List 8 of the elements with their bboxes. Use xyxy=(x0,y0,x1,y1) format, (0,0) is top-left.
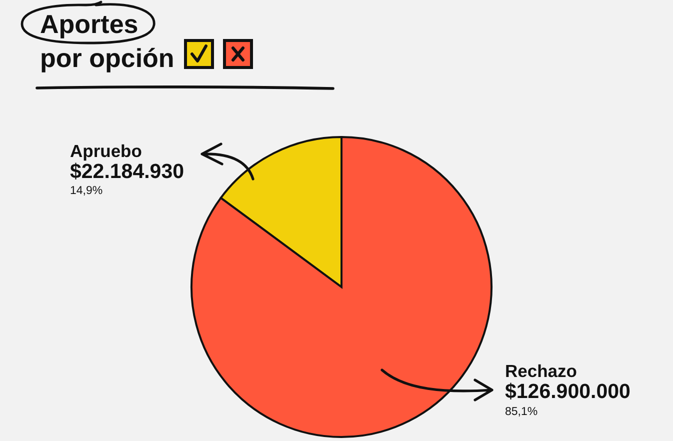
slice-label: Apruebo xyxy=(70,141,142,161)
slice-label: Rechazo xyxy=(505,361,577,381)
data-label: $126.900.000 xyxy=(505,380,630,403)
chart-title: Aportes por opción xyxy=(40,9,174,73)
pie-slice xyxy=(190,136,492,438)
text: 85,1% xyxy=(505,406,538,418)
text: 14,9% xyxy=(70,185,103,197)
data-label: $22.184.930 xyxy=(70,160,184,183)
